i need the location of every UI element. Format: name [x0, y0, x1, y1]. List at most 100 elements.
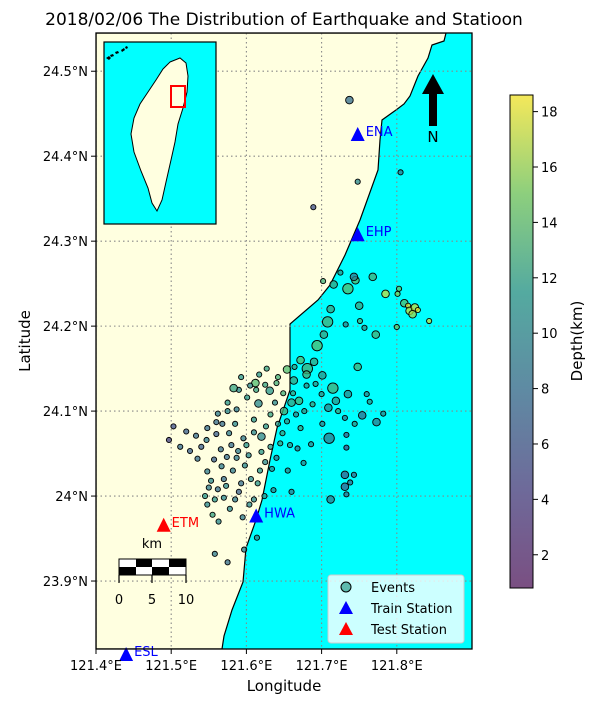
event-point	[283, 418, 291, 425]
colorbar-tick-label: 6	[541, 438, 549, 453]
colorbar-tick-label: 2	[541, 549, 549, 564]
x-tick-label: 121.6°E	[220, 659, 272, 674]
event-point	[343, 431, 350, 438]
station-etm-icon	[156, 517, 171, 532]
scale-label: 5	[148, 593, 156, 608]
event-point	[396, 285, 403, 292]
event-point	[253, 534, 260, 541]
event-point	[261, 493, 268, 500]
event-point	[274, 420, 282, 427]
event-point	[327, 382, 339, 394]
scale-segment	[169, 567, 186, 575]
colorbar-tick-label: 12	[541, 272, 558, 287]
station-label: EHP	[366, 225, 392, 240]
event-point	[224, 399, 231, 406]
event-point	[277, 440, 284, 447]
colorbar-tick-label: 4	[541, 493, 549, 508]
event-point	[198, 443, 205, 450]
station-label: ETM	[172, 516, 199, 531]
event-point	[342, 321, 349, 328]
scale-bar: km 0 5 10	[115, 537, 194, 608]
colorbar-tick-label: 16	[541, 161, 558, 176]
event-point	[321, 316, 334, 328]
event-point	[209, 511, 216, 518]
event-point	[256, 371, 263, 378]
event-point	[203, 436, 210, 444]
event-point	[394, 290, 401, 297]
event-point	[253, 386, 260, 393]
event-point	[262, 459, 269, 466]
event-point	[194, 455, 201, 462]
event-point	[280, 390, 287, 397]
event-point	[361, 324, 368, 331]
scale-segment	[152, 559, 169, 567]
event-point	[297, 425, 304, 432]
figure-title: 2018/02/06 The Distribution of Earthquak…	[45, 10, 523, 30]
longitude-axis: 121.4°E 121.5°E 121.6°E 121.7°E 121.8°E	[70, 649, 423, 674]
event-point	[267, 443, 274, 450]
event-point	[371, 330, 380, 339]
event-point	[183, 428, 190, 435]
event-point	[357, 411, 367, 420]
event-point	[301, 408, 308, 415]
event-point	[263, 365, 270, 372]
scale-label: 0	[115, 593, 123, 608]
event-point	[340, 470, 350, 480]
colorbar-tick-label: 18	[541, 106, 558, 121]
event-point	[289, 390, 297, 397]
event-point	[294, 445, 301, 452]
event-point	[211, 456, 218, 463]
event-point	[224, 408, 231, 415]
event-point	[380, 410, 387, 417]
event-point	[354, 178, 361, 185]
event-point	[186, 447, 194, 455]
event-point	[270, 487, 277, 494]
map-panel: ENA EHP HWA ESL ETM N km 0	[95, 32, 473, 661]
event-point	[217, 446, 224, 453]
event-point	[311, 340, 323, 352]
event-point	[250, 429, 257, 436]
event-point	[347, 479, 354, 486]
event-point	[323, 432, 335, 444]
event-point	[211, 496, 218, 503]
event-point	[192, 432, 200, 439]
scale-segment	[169, 559, 186, 567]
event-point	[273, 380, 280, 387]
legend-event-marker	[340, 581, 352, 593]
event-point	[243, 442, 250, 449]
event-point	[331, 396, 341, 406]
event-point	[343, 389, 353, 399]
event-point	[204, 425, 211, 432]
event-point	[262, 423, 270, 430]
event-point	[312, 380, 319, 387]
event-point	[408, 309, 417, 319]
scale-segment	[119, 559, 136, 567]
event-point	[254, 399, 263, 408]
legend-label: Events	[371, 581, 415, 596]
event-point	[245, 452, 252, 459]
event-point	[238, 480, 245, 487]
event-point	[308, 441, 315, 448]
map-frame	[95, 32, 473, 650]
event-point	[319, 330, 329, 339]
event-point	[426, 317, 433, 325]
event-point	[235, 447, 242, 455]
event-point	[353, 362, 362, 372]
x-tick-label: 121.8°E	[371, 659, 423, 674]
grid-lines	[96, 33, 472, 649]
scale-segment	[136, 559, 152, 567]
event-point	[363, 391, 370, 398]
station-label: ESL	[134, 645, 158, 660]
event-point	[302, 370, 311, 379]
event-point	[381, 289, 390, 299]
event-point	[318, 371, 327, 380]
event-point	[342, 283, 354, 295]
event-point	[250, 496, 257, 503]
event-point	[366, 398, 373, 405]
event-point	[239, 514, 246, 521]
event-point	[287, 398, 296, 407]
x-axis-label: Longitude	[247, 677, 322, 695]
station-esl-icon	[119, 646, 134, 661]
event-point	[244, 394, 251, 401]
